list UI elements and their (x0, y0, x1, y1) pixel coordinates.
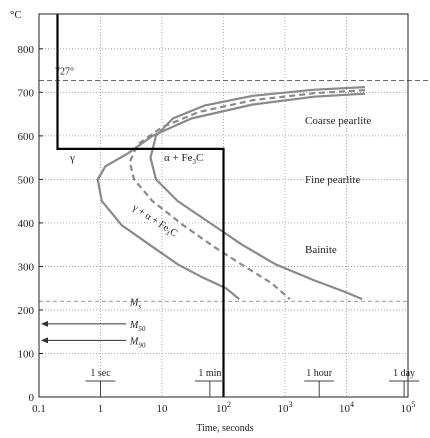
y-tick-label: 700 (18, 87, 35, 99)
region-label-gamma: γ (69, 152, 75, 164)
plot-border (38, 13, 409, 398)
m-arrow-head (41, 337, 48, 344)
x-tick-labels: 0.1 1 10 102 103 104 105 (32, 400, 415, 415)
curve-solid (149, 86, 366, 301)
region-label-fine-pearlite: Fine pearlite (305, 174, 360, 186)
label-ms: Ms (129, 297, 141, 310)
m-arrow-label: M50 (129, 320, 146, 333)
x-tick-label: 105 (401, 400, 416, 415)
gridlines (39, 14, 408, 397)
series-curves (56, 14, 366, 397)
y-tick-label: 800 (18, 44, 35, 56)
time-marker-label: 1 sec (90, 368, 111, 379)
x-axis-title: Time, seconds (196, 423, 254, 434)
cooling-path-line (56, 14, 225, 397)
time-marker-label: 1 hour (306, 368, 333, 379)
x-tick-label: 0.1 (32, 403, 46, 415)
x-tick-label: 102 (216, 400, 231, 415)
y-tick-label: 0 (29, 392, 35, 404)
x-tick-label: 104 (339, 400, 354, 415)
curve-dashed (128, 89, 366, 300)
y-tick-label: 400 (18, 218, 35, 230)
region-label-alpha-fe3c: α + Fe3C (164, 152, 203, 166)
reference-lines: 727° Ms (39, 67, 428, 310)
region-label-coarse-pearlite: Coarse pearlite (305, 115, 371, 127)
y-tick-label: 300 (18, 261, 35, 273)
y-tick-label: 100 (18, 348, 35, 360)
x-tick-label: 10 (157, 403, 169, 415)
m-arrow-head (41, 320, 48, 327)
curve-solid (96, 92, 366, 300)
y-tick-label: 500 (18, 174, 35, 186)
x-tick-label: 1 (98, 403, 104, 415)
time-marker-label: 1 min (198, 368, 221, 379)
region-label-bainite: Bainite (305, 244, 337, 256)
time-marker-label: 1 day (393, 368, 415, 379)
y-tick-label: 200 (18, 305, 35, 317)
m-arrow-label: M90 (129, 336, 146, 349)
label-727: 727° (55, 67, 74, 78)
time-markers: 1 sec 1 min 1 hour 1 day (85, 368, 420, 397)
y-tick-labels: 0 100 200 300 400 500 600 700 800 (18, 44, 43, 404)
y-unit-label: °C (10, 9, 22, 21)
plot-frame (38, 13, 409, 398)
x-tick-label: 103 (278, 400, 293, 415)
y-tick-label: 600 (18, 131, 35, 143)
